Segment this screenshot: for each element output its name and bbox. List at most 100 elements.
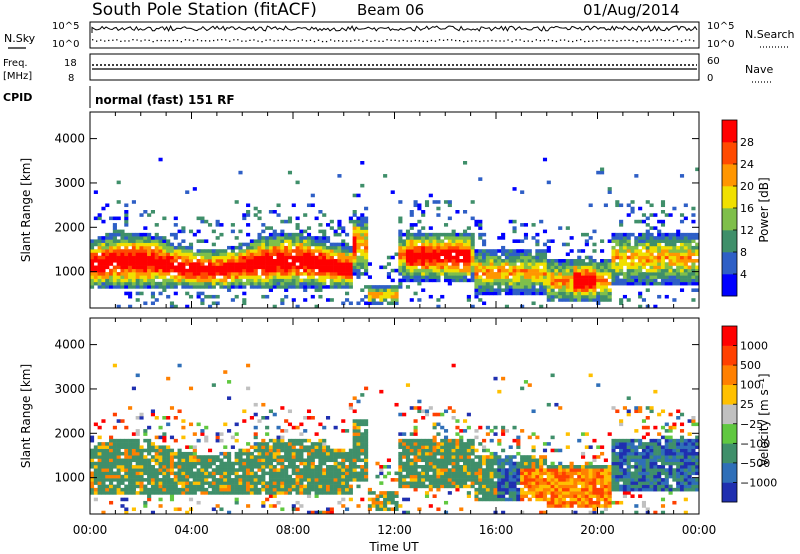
heatmap-cell xyxy=(459,245,464,250)
heatmap-cell xyxy=(356,455,361,459)
heatmap-cell xyxy=(268,465,273,469)
heatmap-cell xyxy=(417,272,422,276)
heatmap-cell xyxy=(143,484,148,489)
heatmap-cell xyxy=(249,465,254,469)
heatmap-cell xyxy=(345,272,350,276)
heatmap-cell xyxy=(535,252,540,257)
heatmap-cell xyxy=(664,275,669,279)
heatmap-cell xyxy=(352,435,357,440)
heatmap-cell xyxy=(120,481,125,485)
heatmap-cell xyxy=(485,484,490,489)
heatmap-cell xyxy=(109,278,114,283)
heatmap-cell xyxy=(660,203,666,208)
heatmap-cell xyxy=(333,484,338,489)
heatmap-cell xyxy=(204,468,209,472)
heatmap-cell xyxy=(352,249,357,253)
heatmap-cell xyxy=(463,481,468,485)
heatmap-cell xyxy=(653,265,658,270)
heatmap-cell xyxy=(482,448,487,453)
heatmap-cell xyxy=(588,236,593,240)
heatmap-cell xyxy=(166,245,171,250)
heatmap-cell xyxy=(341,481,346,485)
heatmap-cell xyxy=(398,268,403,273)
heatmap-cell xyxy=(489,451,494,456)
heatmap-cell xyxy=(280,448,285,453)
heatmap-cell xyxy=(356,229,361,234)
heatmap-cell xyxy=(542,278,548,283)
heatmap-cell xyxy=(284,448,289,453)
heatmap-cell xyxy=(124,474,129,479)
heatmap-cell xyxy=(501,484,506,489)
heatmap-cell xyxy=(607,288,612,292)
heatmap-cell xyxy=(398,445,403,449)
heatmap-cell xyxy=(314,288,319,292)
heatmap-cell xyxy=(261,487,266,492)
heatmap-cell xyxy=(230,229,235,234)
heatmap-cell xyxy=(561,500,567,505)
heatmap-cell xyxy=(482,474,487,479)
heatmap-cell xyxy=(162,216,167,221)
heatmap-cell xyxy=(600,471,605,476)
heatmap-cell xyxy=(192,281,197,286)
heatmap-cell xyxy=(523,223,529,227)
heatmap-cell xyxy=(470,216,475,221)
heatmap-cell xyxy=(181,229,186,234)
heatmap-cell xyxy=(143,262,148,266)
heatmap-cell xyxy=(139,448,144,453)
heatmap-cell xyxy=(577,278,582,283)
heatmap-cell xyxy=(295,223,300,227)
heatmap-cell xyxy=(162,249,167,253)
heatmap-cell xyxy=(360,219,365,224)
heatmap-cell xyxy=(272,438,277,443)
heatmap-cell xyxy=(531,223,536,227)
heatmap-cell xyxy=(272,252,277,257)
heatmap-cell xyxy=(135,432,140,436)
heatmap-cell xyxy=(215,491,220,495)
heatmap-cell xyxy=(90,455,95,459)
heatmap-cell xyxy=(683,242,688,247)
heatmap-cell xyxy=(432,442,437,446)
heatmap-cell xyxy=(645,281,650,286)
heatmap-cell xyxy=(356,255,361,260)
heatmap-cell xyxy=(265,491,270,495)
heatmap-cell xyxy=(474,494,479,498)
heatmap-cell xyxy=(93,448,98,453)
heatmap-cell xyxy=(109,245,114,250)
heatmap-cell xyxy=(520,272,525,276)
heatmap-cell xyxy=(417,465,422,469)
heatmap-cell xyxy=(188,451,194,456)
heatmap-cell xyxy=(478,249,483,253)
heatmap-cell xyxy=(200,298,205,302)
heatmap-cell xyxy=(109,451,114,456)
heatmap-cell xyxy=(619,223,624,227)
heatmap-cell xyxy=(588,484,593,489)
heatmap-cell xyxy=(626,255,631,260)
heatmap-cell xyxy=(234,481,239,485)
heatmap-cell xyxy=(581,500,586,505)
heatmap-cell xyxy=(196,461,201,466)
heatmap-cell xyxy=(588,373,593,378)
heatmap-cell xyxy=(97,442,102,446)
heatmap-cell xyxy=(402,412,407,417)
cpid-value: normal (fast) 151 RF xyxy=(95,93,235,107)
heatmap-cell xyxy=(516,471,521,476)
heatmap-cell xyxy=(318,262,323,266)
heatmap-cell xyxy=(683,255,688,260)
heatmap-cell xyxy=(230,461,235,466)
heatmap-cell xyxy=(581,484,586,489)
heatmap-cell xyxy=(672,232,677,237)
noise-search-dot xyxy=(136,39,138,41)
noise-search-dot xyxy=(584,40,586,43)
heatmap-cell xyxy=(592,491,597,495)
heatmap-cell xyxy=(215,255,220,260)
heatmap-cell xyxy=(158,285,163,289)
heatmap-cell xyxy=(253,252,258,257)
heatmap-cell xyxy=(581,504,586,508)
heatmap-cell xyxy=(265,425,270,430)
heatmap-cell xyxy=(653,281,658,286)
heatmap-cell xyxy=(501,262,506,266)
heatmap-cell xyxy=(630,255,635,260)
heatmap-cell xyxy=(539,219,544,224)
heatmap-cell xyxy=(265,242,270,247)
noise-search-dot xyxy=(269,39,271,41)
